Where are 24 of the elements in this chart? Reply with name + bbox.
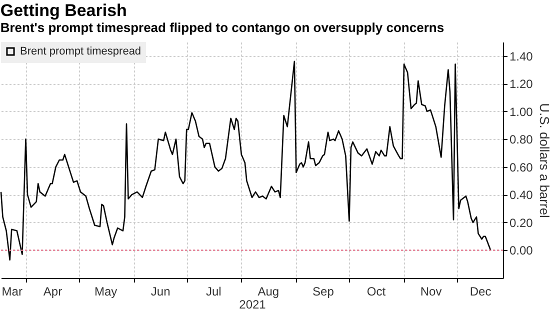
x-tick-label: Jul bbox=[206, 284, 222, 298]
x-tick-label: Mar bbox=[2, 284, 22, 298]
x-tick-label: Apr bbox=[43, 284, 62, 298]
y-tick-label: 0.40 bbox=[510, 188, 534, 202]
y-tick-label: 1.20 bbox=[510, 77, 534, 92]
x-tick-label: Oct bbox=[366, 284, 386, 298]
x-tick-label: May bbox=[94, 284, 118, 298]
x-tick-label: Dec bbox=[470, 284, 492, 298]
legend-label: Brent prompt timespread bbox=[20, 46, 142, 58]
y-tick-label: 0.60 bbox=[510, 160, 534, 174]
x-tick-label: Nov bbox=[420, 284, 442, 298]
y-tick-label: 1.00 bbox=[510, 104, 534, 119]
x-axis-title: 2021 bbox=[239, 298, 266, 312]
y-tick-label: 1.40 bbox=[510, 49, 534, 64]
x-tick-label: Aug bbox=[258, 284, 280, 298]
y-tick-label: 0.80 bbox=[510, 132, 534, 147]
y-tick-label: 0.20 bbox=[510, 216, 534, 230]
y-axis-title: U.S. dollars a barrel bbox=[536, 103, 552, 218]
x-tick-label: Jun bbox=[150, 284, 170, 298]
y-tick-label: 0.00 bbox=[510, 244, 534, 258]
chart-title: Getting Bearish bbox=[0, 1, 127, 20]
chart-subtitle: Brent's prompt timespread flipped to contango on oversupply concerns bbox=[0, 20, 444, 35]
x-tick-label: Sep bbox=[312, 284, 334, 298]
line-series bbox=[0, 60, 492, 261]
